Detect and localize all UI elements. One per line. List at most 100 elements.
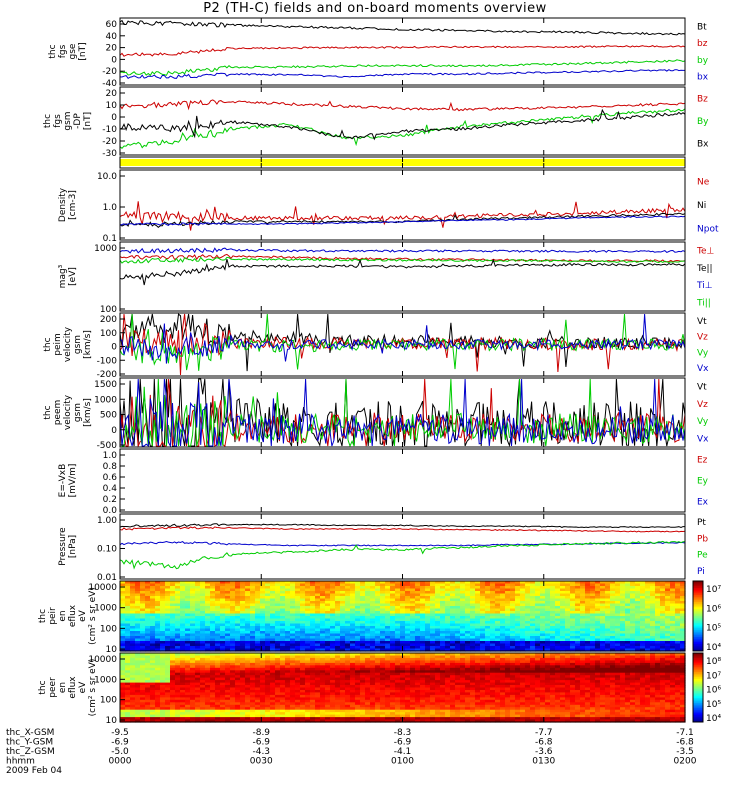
page-title: P2 (TH-C) fields and on-board moments ov… <box>203 1 547 16</box>
trace-te-perp <box>119 253 686 263</box>
y-axis-label: en <box>58 610 68 621</box>
trace-ti-perp <box>119 247 686 254</box>
y-tick-label: 1.0 <box>103 451 118 461</box>
legend-efield: Ez <box>697 456 708 466</box>
y-tick-label: 20 <box>106 89 118 99</box>
y-tick-label: -500 <box>97 441 118 451</box>
y-tick-label: 0 <box>111 343 117 353</box>
footer-value: 0200 <box>674 757 697 767</box>
y-tick-label: 100 <box>100 696 117 706</box>
legend-temp: Te⊥ <box>696 247 715 257</box>
legend-peem_vel: Vx <box>697 434 709 444</box>
y-axis-label: [nT] <box>83 112 93 130</box>
y-axis-label: fgs <box>58 44 68 58</box>
legend-temp: Te|| <box>696 264 713 274</box>
footer-value: 0130 <box>532 757 555 767</box>
y-tick-label: 10 <box>106 645 118 655</box>
y-axis-label: gsm <box>63 111 73 130</box>
legend-pressure: Pt <box>697 518 706 528</box>
trace-peem-vy <box>119 378 686 448</box>
footer-value: 0100 <box>391 757 414 767</box>
footer-value: -7.1 <box>676 728 694 738</box>
y-axis-label: velocity <box>63 394 73 430</box>
trace-ti-par <box>119 256 686 264</box>
y-axis-label: [eV] <box>68 267 78 286</box>
legend-peem_vel: Vy <box>697 417 709 427</box>
y-tick-label: 10000 <box>88 655 117 665</box>
y-axis-label: peir <box>48 607 58 625</box>
y-axis-label: E=-VxB <box>58 464 68 498</box>
y-tick-label: 1000 <box>94 604 117 614</box>
trace-bx <box>119 69 685 80</box>
trace-bt <box>119 19 686 36</box>
y-tick-label: 0.0 <box>103 506 118 516</box>
y-tick-label: 10.0 <box>97 172 117 182</box>
colorbar-peir <box>693 581 703 652</box>
y-tick-label: 100 <box>100 624 117 634</box>
legend-fgs_gse: bz <box>697 39 708 49</box>
y-axis-label: eV <box>78 609 88 622</box>
colorbar-label: 10⁴ <box>706 643 721 653</box>
footer-row-label: thc_Y-GSM <box>6 738 53 748</box>
y-axis-label: [mV/m] <box>68 464 78 498</box>
y-tick-label: 1000 <box>94 395 117 405</box>
y-axis-label: eV <box>78 681 88 694</box>
footer-value: -5.0 <box>111 747 129 757</box>
colorbar-label: 10⁷ <box>706 585 721 595</box>
trace-bz <box>119 45 686 57</box>
legend-peim_vel: Vz <box>697 333 708 343</box>
y-axis-label: [nT] <box>78 42 88 60</box>
y-tick-label: 200 <box>100 315 117 325</box>
y-tick-label: -20 <box>102 67 117 77</box>
panel-frame-efield <box>119 448 686 513</box>
y-axis-label: [km/s] <box>83 398 93 427</box>
y-axis-label: peer <box>48 677 58 698</box>
legend-density: Ne <box>697 178 710 188</box>
y-tick-label: 1000 <box>94 675 117 685</box>
y-axis-label: Pressure <box>58 527 68 566</box>
colorbar-label: 10⁶ <box>706 604 721 614</box>
y-axis-label: velocity <box>63 326 73 362</box>
footer-date: 2009 Feb 04 <box>6 766 62 776</box>
trace-ne <box>119 201 686 231</box>
colorbar-label: 10⁴ <box>706 714 721 724</box>
legend-peim_vel: Vt <box>697 317 707 327</box>
footer-value: -4.1 <box>394 747 412 757</box>
footer-value: -6.8 <box>535 738 553 748</box>
y-axis-label: thc <box>38 609 48 623</box>
y-tick-label: -40 <box>102 79 117 89</box>
y-axis-label: thc <box>43 405 53 419</box>
legend-density: Ni <box>697 201 706 211</box>
y-tick-label: -200 <box>97 370 118 380</box>
y-axis-label: thc <box>48 44 58 58</box>
colorbar-label: 10⁵ <box>706 624 721 634</box>
legend-fgs_gsm: By <box>697 117 709 127</box>
y-tick-label: 0 <box>111 55 117 65</box>
y-axis-label: [nPa] <box>68 535 78 558</box>
trace-Bx <box>119 108 686 141</box>
y-tick-label: 10 <box>106 101 118 111</box>
legend-fgs_gse: Bt <box>697 22 707 32</box>
footer-value: -8.3 <box>394 728 412 738</box>
y-tick-label: 20 <box>106 44 118 54</box>
footer-row-label: thc_Z-GSM <box>6 747 55 757</box>
footer-row-label: thc_X-GSM <box>6 728 54 738</box>
y-axis-label: gsm <box>73 403 83 422</box>
y-tick-label: 0.1 <box>103 234 117 244</box>
colorbar-peer <box>693 653 703 723</box>
footer-value: -4.3 <box>252 747 270 757</box>
legend-temp: Ti⊥ <box>696 281 713 291</box>
footer-value: -6.9 <box>111 738 129 748</box>
trace-te-par <box>119 258 686 286</box>
y-axis-label: (cm² s sr eV) <box>88 659 98 717</box>
y-tick-label: 1500 <box>94 380 117 390</box>
y-axis-label: -DP <box>73 113 83 129</box>
legend-pressure: Pi <box>697 567 705 577</box>
legend-peem_vel: Vt <box>697 383 707 393</box>
colorbar-label: 10⁸ <box>706 657 721 667</box>
y-tick-label: 0.4 <box>103 484 118 494</box>
y-axis-label: [cm-3] <box>68 190 78 220</box>
y-axis-label: mag³ <box>58 264 68 288</box>
legend-efield: Ex <box>697 498 709 508</box>
